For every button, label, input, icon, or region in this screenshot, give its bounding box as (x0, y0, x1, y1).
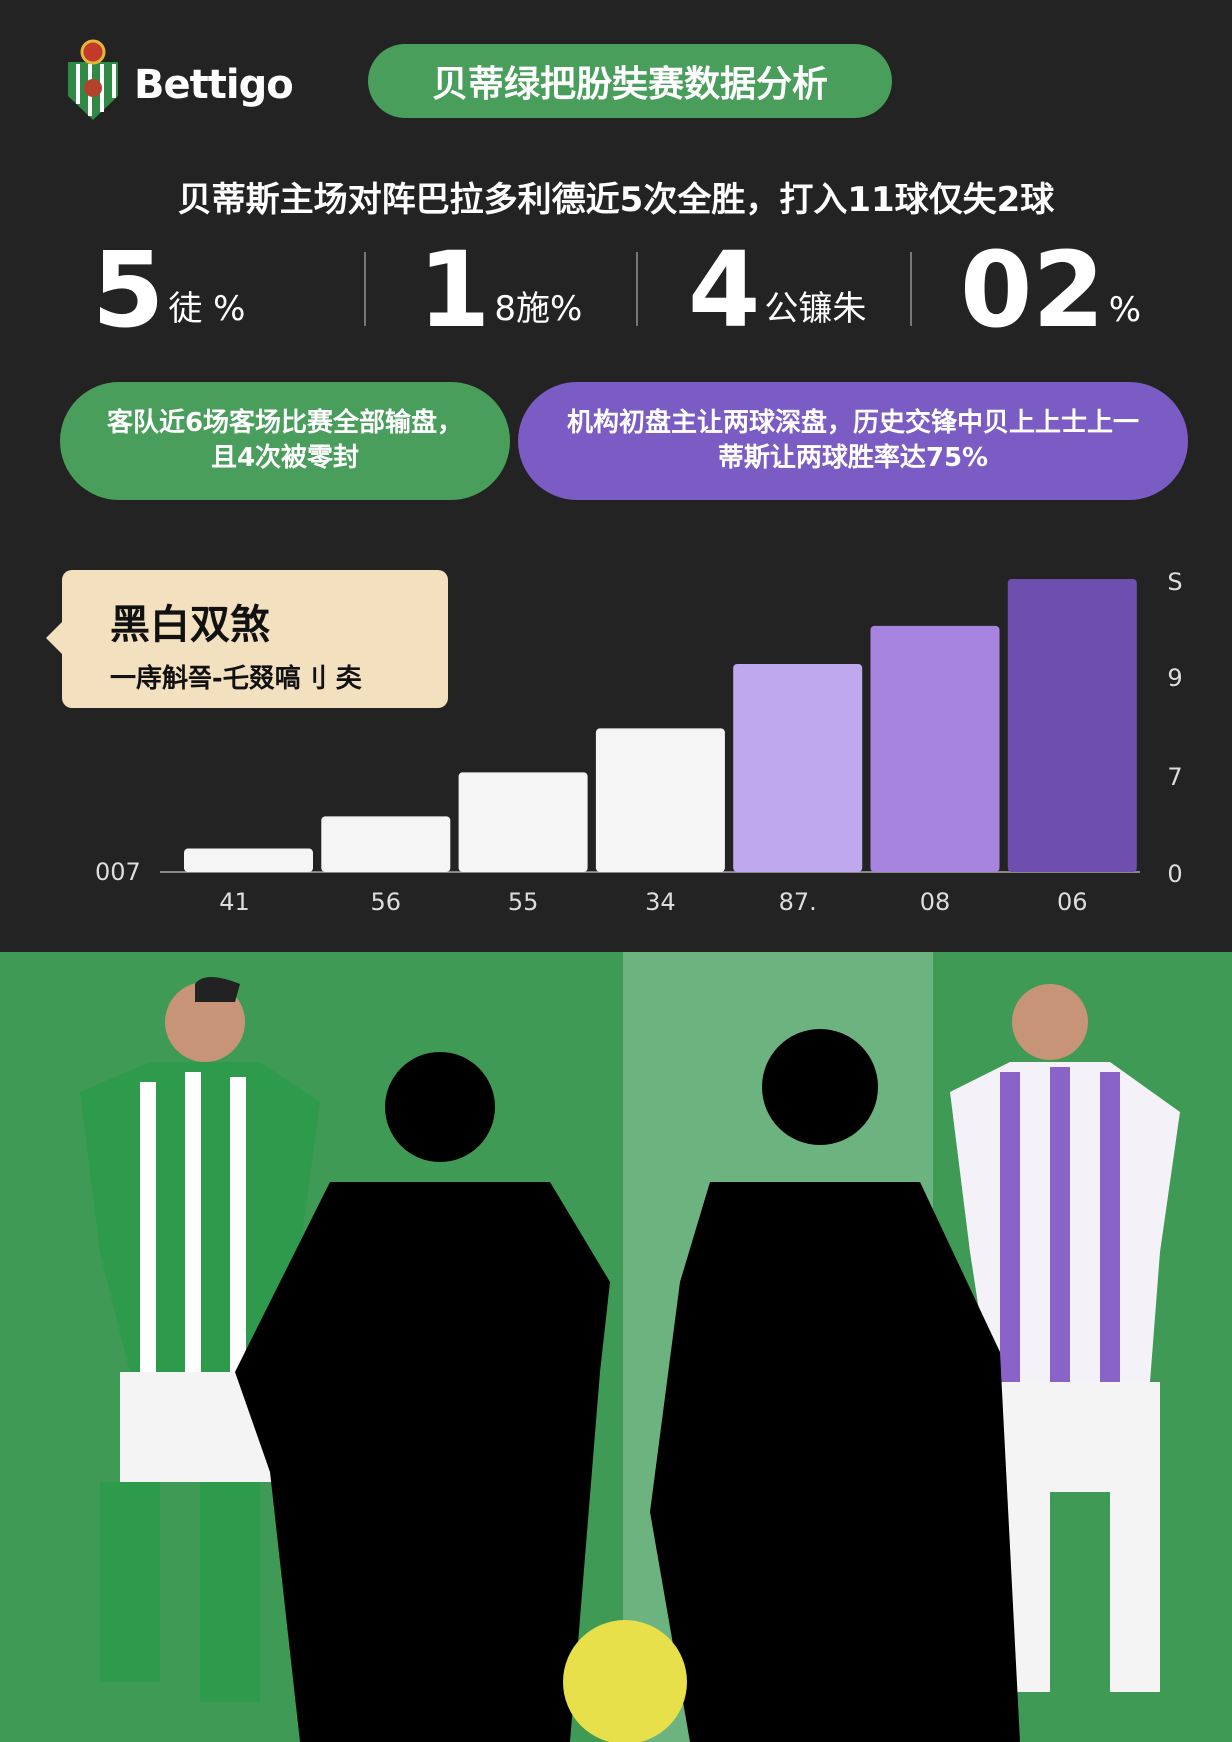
stat-label: 徒 % (168, 289, 246, 329)
page-title: 贝蒂绿把朌奘赛数据分析 (368, 44, 892, 118)
odds-pill: 机构初盘主让两球深盘，历史交锋中贝上上士上一蒂斯让两球胜率达75% (518, 382, 1188, 500)
stat-value: 02 (960, 229, 1105, 351)
y-tick-label: S (1167, 568, 1182, 596)
x-tick-label: 41 (219, 888, 250, 916)
bar-06 (1007, 579, 1137, 872)
headline: 贝蒂斯主场对阵巴拉多利德近5次全胜，打入11球仅失2球 (177, 180, 1055, 220)
bar-chart: 41 56 55 34 87. 08 06 0 7 9 S 007 (95, 568, 1183, 916)
stat-label: 公镰朱 (764, 289, 867, 329)
club-crest-icon (68, 39, 118, 120)
football-icon (563, 1620, 687, 1742)
bar-87. (733, 663, 863, 872)
stat-3: 4 公镰朱 (688, 232, 866, 342)
stat-label: 8施% (494, 289, 583, 329)
away-form-pill: 客队近6场客场比赛全部输盘，且4次被零封 (60, 382, 510, 500)
divider (364, 252, 366, 326)
callout-box: 黑白双煞 一庤斛쯬-乇叕嗃刂 㚐 (46, 570, 448, 708)
betis-player-icon (80, 977, 320, 1702)
player-figures (80, 977, 1180, 1742)
y-tick-label: 7 (1167, 763, 1182, 791)
bar-34 (595, 728, 725, 872)
callout-title: 黑白双煞 (110, 602, 270, 648)
stat-value: 5 (92, 229, 165, 351)
x-tick-label: 06 (1057, 888, 1088, 916)
bar-41 (184, 848, 313, 872)
stat-value: 4 (688, 229, 761, 351)
bar-08 (870, 625, 1000, 872)
stat-4: 02% (960, 232, 1141, 342)
x-tick-label: 55 (508, 888, 539, 916)
brand-name: Bettigo (134, 62, 294, 108)
divider (636, 252, 638, 326)
divider (910, 252, 912, 326)
left-axis-label: 007 (95, 858, 141, 886)
bar-56 (321, 816, 451, 872)
valladolid-player-icon (950, 984, 1180, 1692)
players-photo (0, 952, 1232, 1742)
x-tick-label: 34 (645, 888, 676, 916)
bar-55 (458, 772, 588, 872)
callout-subtitle: 一庤斛쯬-乇叕嗃刂 㚐 (110, 664, 362, 694)
stat-value: 1 (418, 229, 491, 351)
x-tick-label: 87. (779, 888, 817, 916)
silhouette-icon (235, 1029, 1020, 1742)
stat-label: % (1108, 290, 1142, 330)
x-tick-label: 56 (371, 888, 402, 916)
stat-2: 1 8施% (418, 232, 582, 342)
y-tick-label: 0 (1167, 860, 1182, 888)
x-tick-label: 08 (920, 888, 951, 916)
y-tick-label: 9 (1167, 664, 1182, 692)
